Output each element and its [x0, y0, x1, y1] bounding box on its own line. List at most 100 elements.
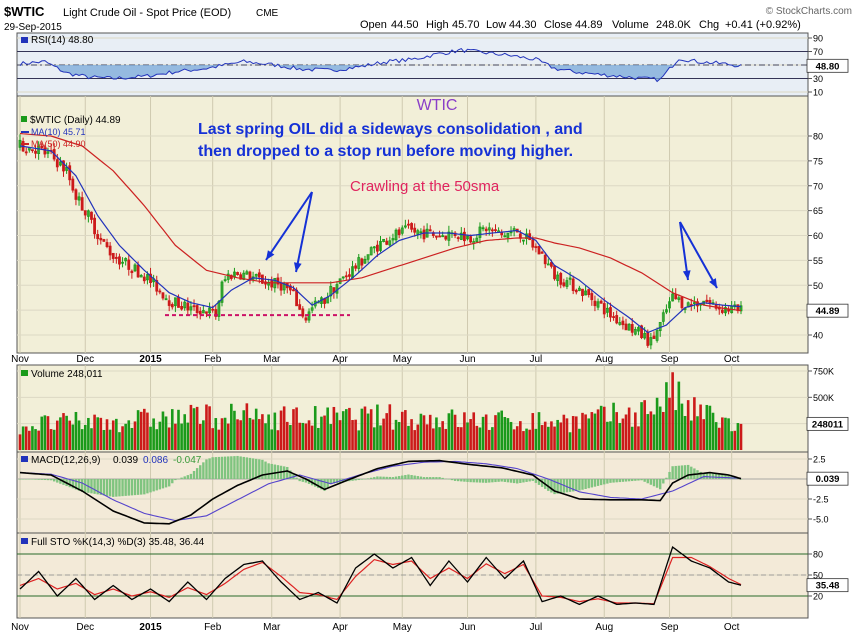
macd-histogram-bar — [643, 479, 646, 482]
volume-bar — [733, 430, 737, 450]
volume-bar — [721, 417, 724, 450]
volume-bar — [282, 406, 286, 450]
macd-histogram-bar — [512, 479, 516, 484]
price-candle-body — [382, 238, 386, 242]
price-candle-body — [630, 324, 634, 333]
volume-bar — [124, 423, 127, 450]
macd-histogram-bar — [28, 479, 31, 480]
price-candle-body — [133, 264, 137, 272]
volume-bar — [77, 420, 81, 450]
macd-histogram-bar — [637, 479, 640, 481]
volume-bar — [438, 427, 441, 450]
price-candle-body — [385, 240, 389, 245]
volume-bar — [217, 429, 221, 450]
macd-histogram-bar — [587, 479, 590, 489]
volume-bar — [410, 419, 413, 450]
macd-histogram-bar — [466, 479, 469, 482]
volume-bar — [391, 429, 395, 450]
volume-bar — [711, 412, 715, 450]
macd-histogram-bar — [195, 468, 199, 479]
price-candle-body — [441, 235, 445, 238]
price-tick-label: 50 — [813, 281, 823, 291]
macd-histogram-bar — [52, 479, 56, 482]
rsi-legend-text: RSI(14) 48.80 — [31, 35, 94, 46]
price-candle-body — [301, 308, 305, 317]
macd-histogram-bar — [516, 479, 519, 484]
price-candle-body — [245, 271, 249, 275]
macd-histogram-bar — [289, 470, 292, 479]
macd-histogram-bar — [432, 477, 435, 479]
price-candle-body — [220, 281, 224, 303]
volume-bar — [239, 420, 242, 450]
price-candle-body — [550, 262, 553, 267]
price-candle-body — [155, 280, 159, 292]
price-candle-body — [59, 161, 62, 166]
macd-histogram-bar — [357, 479, 360, 481]
annotation-line-1: Last spring OIL did a sideways consolida… — [198, 121, 583, 138]
volume-bar — [382, 418, 385, 450]
volume-bar — [593, 413, 597, 450]
volume-bar — [317, 427, 320, 450]
volume-bar — [425, 424, 429, 450]
macd-histogram-bar — [40, 479, 43, 480]
macd-histogram-bar — [363, 479, 367, 480]
volume-bar — [528, 429, 531, 450]
price-candle-body — [71, 178, 75, 191]
macd-histogram-bar — [376, 476, 379, 479]
volume-bar — [686, 400, 690, 450]
x-tick-label-price: Jun — [459, 354, 475, 365]
macd-histogram-bar — [475, 479, 479, 483]
price-candle-body — [111, 252, 115, 259]
price-candle-body — [509, 231, 513, 234]
volume-bar — [574, 416, 578, 450]
volume-bar — [230, 403, 233, 450]
macd-histogram-bar — [714, 472, 718, 479]
volume-legend-text: Volume 248,011 — [31, 369, 103, 380]
volume-bar — [612, 402, 615, 450]
macd-histogram-bar — [416, 476, 419, 479]
macd-histogram-bar — [258, 459, 261, 479]
volume-value: 248.0K — [656, 19, 692, 31]
volume-bar — [80, 429, 84, 450]
macd-histogram-bar — [80, 479, 84, 492]
price-candle-body — [93, 217, 96, 235]
price-candle-body — [186, 302, 190, 311]
macd-histogram-bar — [627, 479, 631, 482]
price-candle-body — [438, 235, 441, 238]
price-candle-body — [621, 320, 625, 326]
sto-legend: Full STO %K(14,3) %D(3) 35.48, 36.44 — [21, 537, 205, 548]
volume-bar — [208, 406, 211, 450]
macd-histogram-bar — [410, 475, 413, 479]
macd-histogram-bar — [528, 479, 531, 482]
ma10-line — [19, 145, 742, 334]
volume-bar — [332, 406, 336, 450]
macd-histogram-bar — [112, 479, 115, 497]
volume-bar — [637, 426, 640, 450]
volume-bar — [500, 410, 504, 450]
annotation-arrows — [265, 191, 718, 289]
macd-histogram-bar — [133, 479, 137, 496]
macd-histogram-bar — [115, 479, 118, 497]
macd-histogram-bar — [658, 479, 662, 490]
volume-bar — [587, 418, 591, 450]
macd-histogram-bar — [506, 479, 510, 483]
macd-histogram-bar — [634, 479, 637, 481]
price-candle-body — [391, 238, 395, 241]
macd-histogram-bar — [177, 478, 180, 480]
volume-bar — [481, 416, 485, 450]
price-candle-body — [208, 307, 211, 314]
macd-histogram-bar — [391, 477, 395, 479]
price-legend: $WTIC (Daily) 44.89 MA(10) 45.71 MA(50) … — [21, 115, 121, 149]
price-candle-body — [394, 229, 398, 241]
volume-bar — [487, 429, 491, 450]
volume-bar — [450, 409, 454, 450]
volume-bar — [189, 404, 193, 450]
macd-histogram-bar — [584, 479, 587, 489]
price-candle-body — [214, 309, 218, 317]
macd-histogram-bar — [217, 456, 221, 479]
volume-bar — [547, 426, 550, 450]
volume-bar — [242, 410, 246, 450]
price-candle-body — [481, 227, 485, 230]
macd-histogram-bar — [640, 479, 643, 481]
macd-histogram-bar — [435, 477, 438, 479]
